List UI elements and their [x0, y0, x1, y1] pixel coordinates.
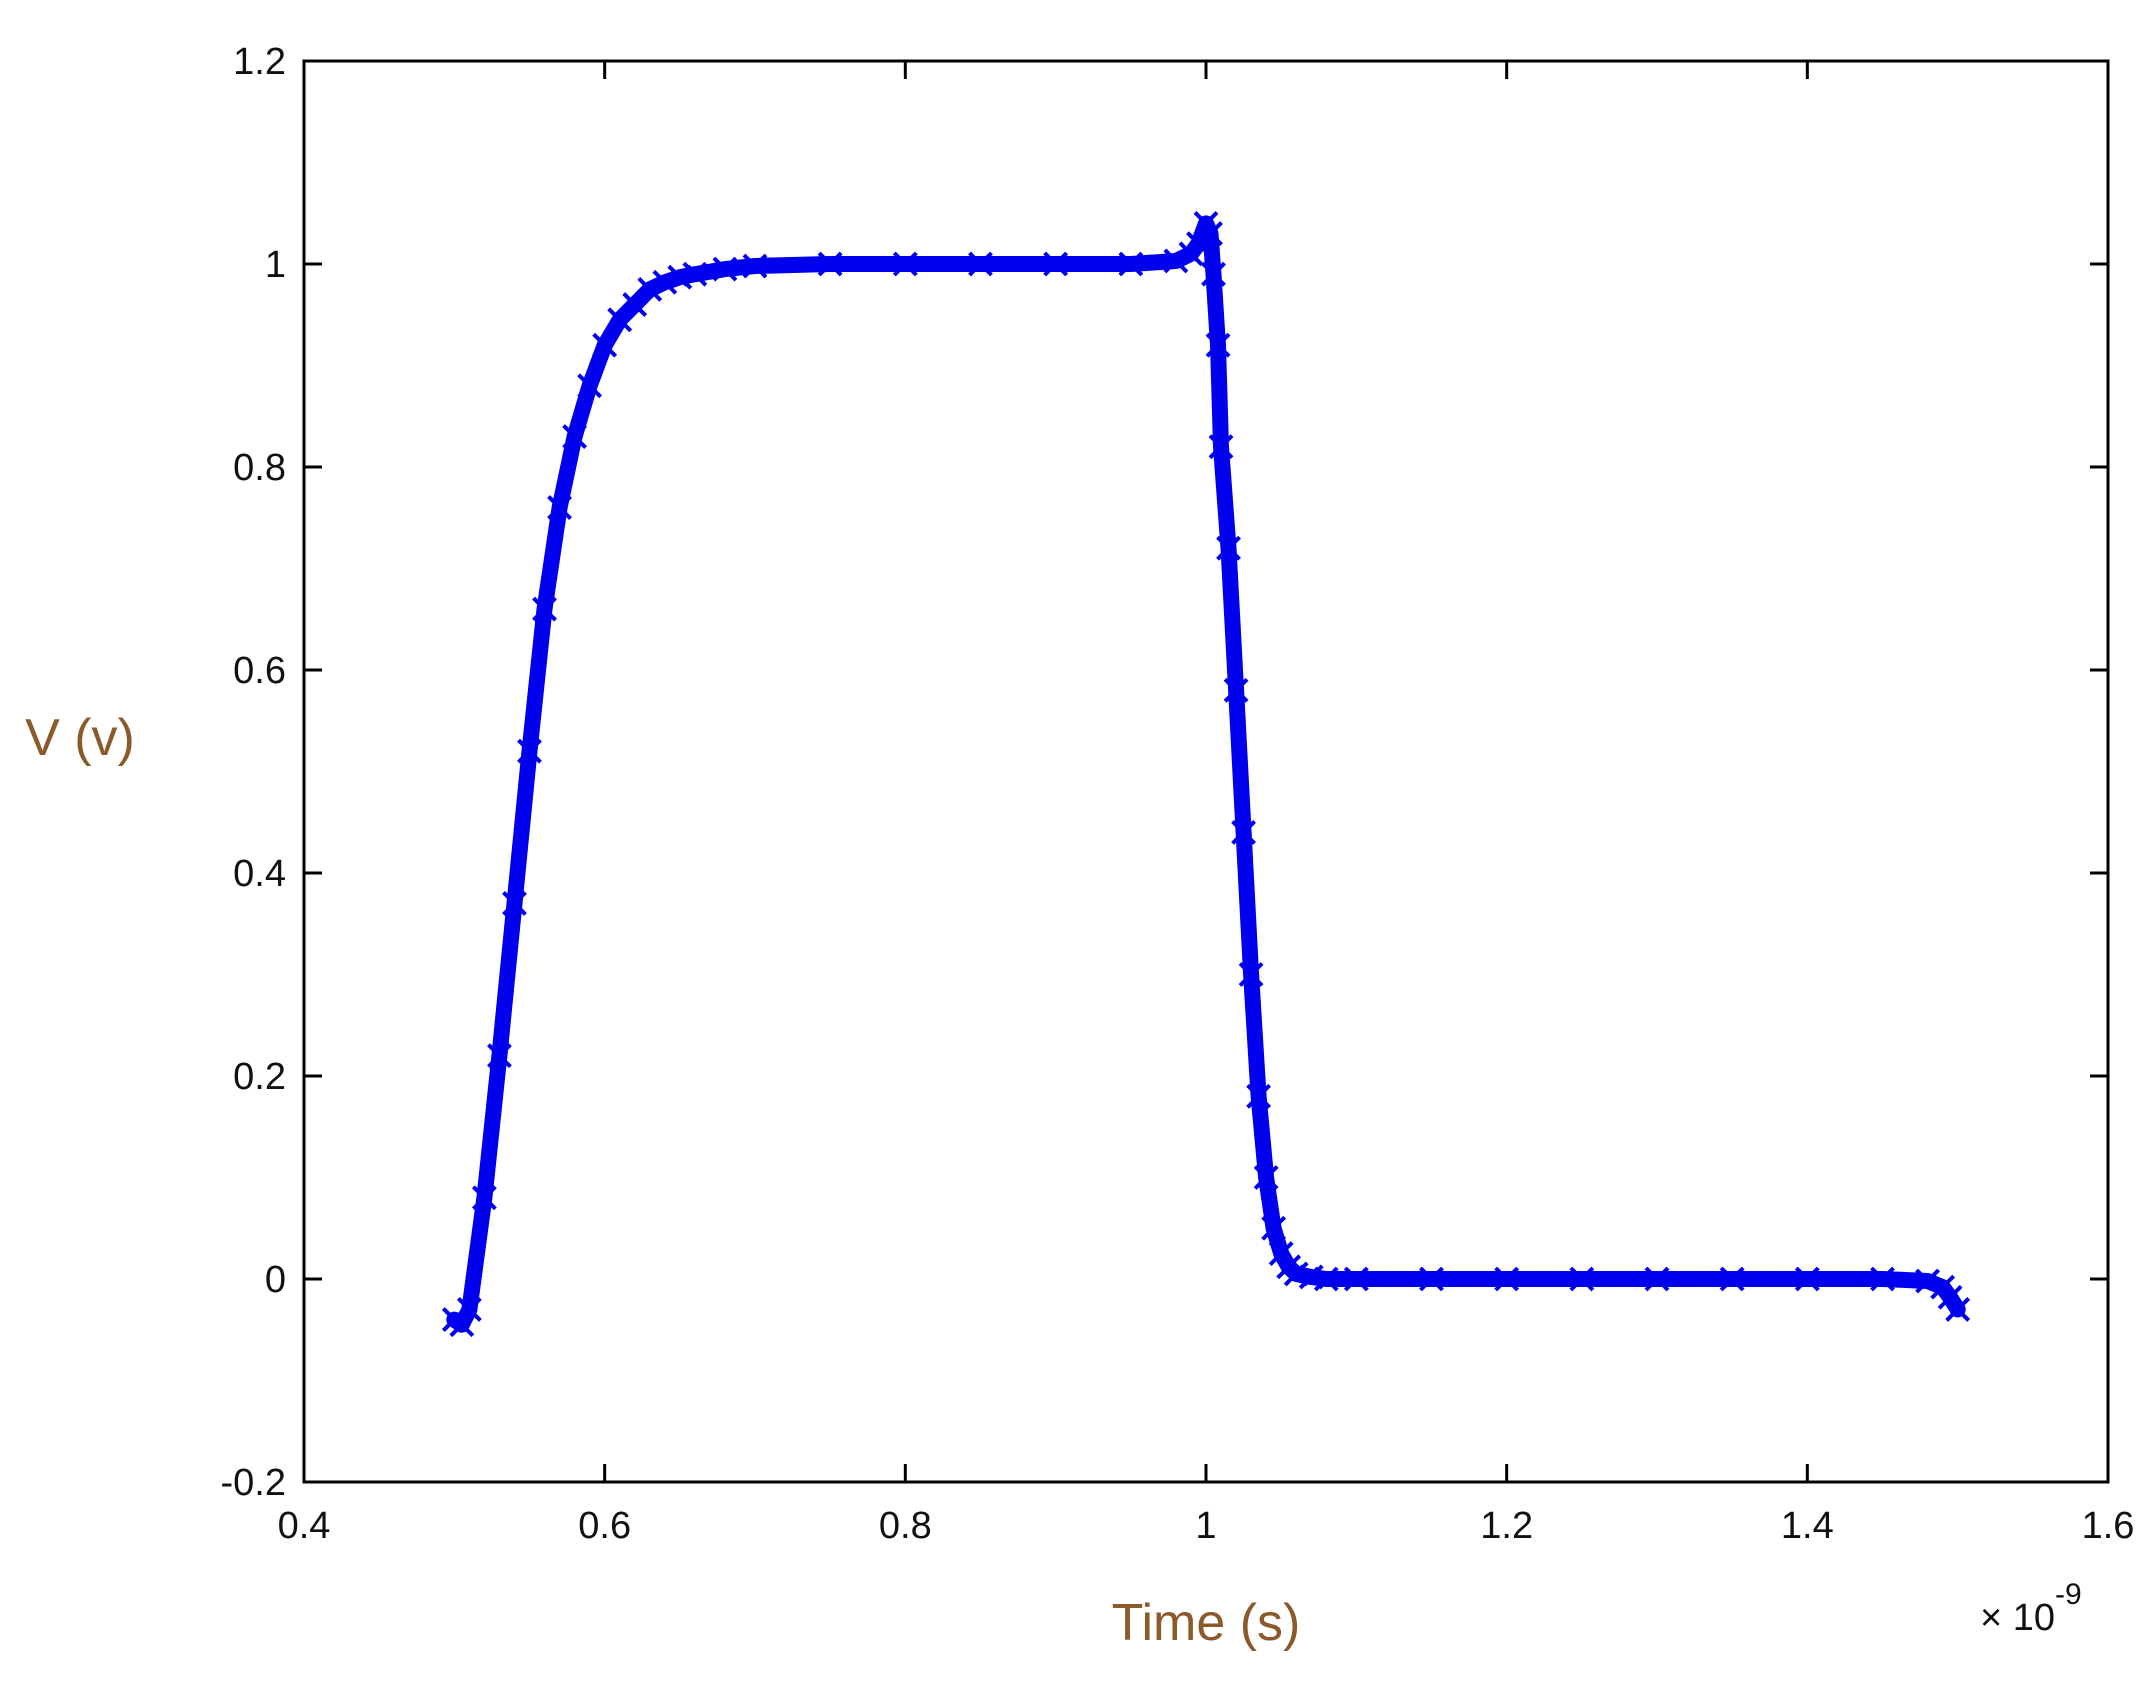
- y-tick-label: 0.2: [233, 1056, 286, 1098]
- x-tick-label: 0.8: [879, 1505, 932, 1547]
- data-point: [682, 261, 708, 287]
- data-point: [517, 738, 542, 764]
- y-tick-label: 0.6: [233, 650, 286, 692]
- data-point: [1915, 1268, 1941, 1294]
- data-point: [1419, 1266, 1444, 1292]
- data-point: [449, 1312, 475, 1338]
- data-point: [1246, 1083, 1272, 1109]
- data-point: [742, 253, 768, 279]
- data-point: [1201, 261, 1226, 287]
- data-point: [547, 495, 572, 521]
- x-axis-ticks: 0.4 0.6 0.8 1 1.2 1.4 1.6: [278, 61, 2135, 1547]
- data-point: [1313, 1266, 1339, 1292]
- x-tick-label: 0.6: [578, 1505, 631, 1547]
- data-point: [1937, 1284, 1963, 1310]
- data-point: [456, 1297, 482, 1322]
- y-tick-label: 1: [265, 244, 286, 286]
- data-point: [592, 332, 618, 358]
- data-point: [1268, 1241, 1294, 1267]
- data-point: [712, 256, 738, 282]
- y-axis-ticks: -0.2 0 0.2 0.4 0.6 0.8 1 1.2: [221, 41, 2108, 1504]
- data-point: [637, 276, 663, 302]
- y-axis-label: V (v): [25, 709, 135, 767]
- data-point: [502, 891, 527, 916]
- x-tick-label: 0.4: [278, 1505, 331, 1547]
- x-tick-label: 1.4: [1781, 1505, 1834, 1547]
- data-point: [577, 373, 603, 399]
- data-point: [1719, 1266, 1745, 1292]
- data-point: [1261, 1215, 1287, 1241]
- data-point: [1231, 819, 1256, 845]
- x-axis-exponent-label: × 10-9: [1980, 1578, 2082, 1639]
- data-point: [652, 269, 678, 295]
- y-tick-label: 1.2: [233, 41, 286, 83]
- x-axis-exponent: -9: [2055, 1578, 2082, 1611]
- data-point: [1198, 221, 1223, 246]
- data-point: [1216, 535, 1241, 561]
- data-point: [532, 596, 557, 622]
- data-point: [1118, 251, 1144, 277]
- data-point: [1043, 251, 1069, 277]
- series-line: [446, 215, 1966, 1333]
- y-tick-label: 0.8: [233, 447, 286, 489]
- x-axis-label: Time (s): [1112, 1594, 1301, 1652]
- y-tick-label: 0: [265, 1259, 286, 1301]
- data-point: [471, 1185, 497, 1211]
- data-point: [1569, 1266, 1595, 1292]
- y-tick-label: 0.4: [233, 853, 286, 895]
- data-point: [1794, 1266, 1820, 1292]
- x-tick-label: 1.6: [2082, 1505, 2135, 1547]
- data-point: [1205, 332, 1231, 358]
- data-point: [1208, 434, 1234, 460]
- data-point: [1343, 1266, 1369, 1292]
- x-tick-label: 1.2: [1480, 1505, 1533, 1547]
- data-point: [1494, 1266, 1520, 1292]
- data-point: [1253, 1165, 1279, 1190]
- y-tick-label: -0.2: [221, 1462, 286, 1504]
- data-point: [1644, 1266, 1670, 1292]
- data-point: [817, 251, 843, 277]
- data-series: [441, 210, 1971, 1338]
- data-point: [1870, 1266, 1895, 1292]
- data-point: [1223, 677, 1249, 703]
- data-point: [1945, 1297, 1971, 1322]
- data-point: [1163, 248, 1189, 274]
- x-tick-label: 1: [1195, 1505, 1216, 1547]
- data-point: [892, 251, 918, 277]
- data-point: [968, 251, 993, 277]
- data-point: [487, 1043, 512, 1069]
- data-point: [562, 424, 588, 449]
- x-axis-multiplier: × 10: [1980, 1597, 2055, 1639]
- data-point: [1238, 962, 1264, 987]
